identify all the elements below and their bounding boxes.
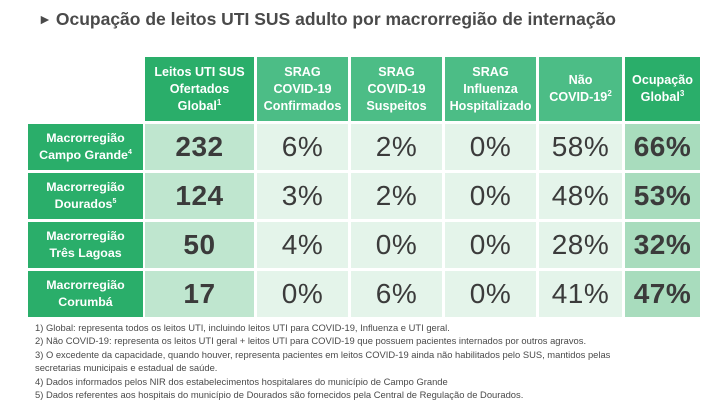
cell-confirmados: 3%	[257, 173, 348, 219]
header-ocupacao-global: Ocupação Global3	[625, 57, 700, 121]
header-line: Ofertados	[169, 81, 230, 96]
cell-confirmados: 0%	[257, 271, 348, 317]
footnotes: 1) Global: representa todos os leitos UT…	[35, 321, 705, 401]
cell-nao-covid: 41%	[539, 271, 622, 317]
cell-nao-covid: 48%	[539, 173, 622, 219]
cell-suspeitos: 2%	[351, 124, 442, 170]
header-line: Global	[640, 90, 680, 104]
title-text: Ocupação de leitos UTI SUS adulto por ma…	[55, 9, 616, 29]
header-srag-covid-confirmados: SRAG COVID-19 Confirmados	[257, 57, 348, 121]
row-label-line: Macrorregião	[46, 131, 125, 145]
row-label-line: Campo Grande	[39, 148, 128, 162]
cell-nao-covid: 28%	[539, 222, 622, 268]
header-line: Não	[568, 73, 593, 87]
page-title: ► Ocupação de leitos UTI SUS adulto por m…	[38, 9, 616, 30]
row-label-tres-lagoas: Macrorregião Três Lagoas	[28, 222, 143, 268]
row-label-line: Macrorregião	[46, 180, 125, 194]
header-line: COVID-19	[367, 81, 426, 96]
footnote-5: 5) Dados referentes aos hospitais do mun…	[35, 389, 524, 401]
header-line: SRAG	[472, 64, 509, 79]
header-line: SRAG	[378, 64, 415, 79]
cell-ocupacao: 32%	[625, 222, 700, 268]
cell-confirmados: 6%	[257, 124, 348, 170]
cell-influenza: 0%	[445, 271, 536, 317]
header-leitos-ofertados: Leitos UTI SUS Ofertados Global1	[145, 57, 254, 121]
header-line: Leitos UTI SUS	[154, 64, 245, 79]
header-line: SRAG	[284, 64, 321, 79]
cell-ocupacao: 66%	[625, 124, 700, 170]
cell-suspeitos: 2%	[351, 173, 442, 219]
cell-leitos: 124	[145, 173, 254, 219]
cell-influenza: 0%	[445, 222, 536, 268]
header-line: Ocupação	[632, 73, 693, 87]
cell-leitos: 232	[145, 124, 254, 170]
footnote-ref: 1	[216, 97, 222, 107]
footnote-ref: 5	[112, 198, 117, 205]
header-line: Suspeitos	[366, 98, 427, 113]
footnote-ref: 3	[679, 89, 685, 98]
cell-ocupacao: 47%	[625, 271, 700, 317]
footnote-3: 3) O excedente da capacidade, quando hou…	[35, 348, 611, 360]
footnote-4: 4) Dados informados pelos NIR dos estabe…	[35, 375, 448, 387]
cell-leitos: 50	[145, 222, 254, 268]
footnote-2: 2) Não COVID-19: representa os leitos UT…	[35, 335, 587, 347]
row-label-line: Macrorregião	[46, 278, 125, 292]
header-line: COVID-19	[273, 81, 332, 96]
triangle-marker-icon: ►	[38, 11, 52, 27]
cell-nao-covid: 58%	[539, 124, 622, 170]
cell-confirmados: 4%	[257, 222, 348, 268]
cell-leitos: 17	[145, 271, 254, 317]
cell-suspeitos: 0%	[351, 222, 442, 268]
row-label-line: Dourados	[54, 197, 113, 211]
row-label-campo-grande: Macrorregião Campo Grande4	[28, 124, 143, 170]
header-line: Confirmados	[263, 98, 342, 113]
header-line: Hospitalizado	[449, 98, 532, 113]
footnote-1: 1) Global: representa todos os leitos UT…	[35, 322, 450, 333]
header-line: Global	[177, 98, 217, 113]
row-label-corumba: Macrorregião Corumbá	[28, 271, 143, 317]
cell-ocupacao: 53%	[625, 173, 700, 219]
row-label-line: Macrorregião	[46, 229, 125, 243]
row-label-line: Três Lagoas	[49, 246, 122, 260]
cell-influenza: 0%	[445, 173, 536, 219]
header-line: Influenza	[463, 81, 518, 96]
cell-influenza: 0%	[445, 124, 536, 170]
header-line: COVID-19	[549, 90, 608, 104]
header-srag-influenza: SRAG Influenza Hospitalizado	[445, 57, 536, 121]
footnote-3-continued: secretarias municipais e estadual de saú…	[35, 362, 218, 374]
cell-suspeitos: 6%	[351, 271, 442, 317]
header-nao-covid: Não COVID-192	[539, 57, 622, 121]
header-srag-covid-suspeitos: SRAG COVID-19 Suspeitos	[351, 57, 442, 121]
footnote-ref: 4	[127, 149, 132, 156]
footnote-ref: 2	[607, 89, 612, 98]
row-label-dourados: Macrorregião Dourados5	[28, 173, 143, 219]
row-label-line: Corumbá	[58, 295, 113, 309]
